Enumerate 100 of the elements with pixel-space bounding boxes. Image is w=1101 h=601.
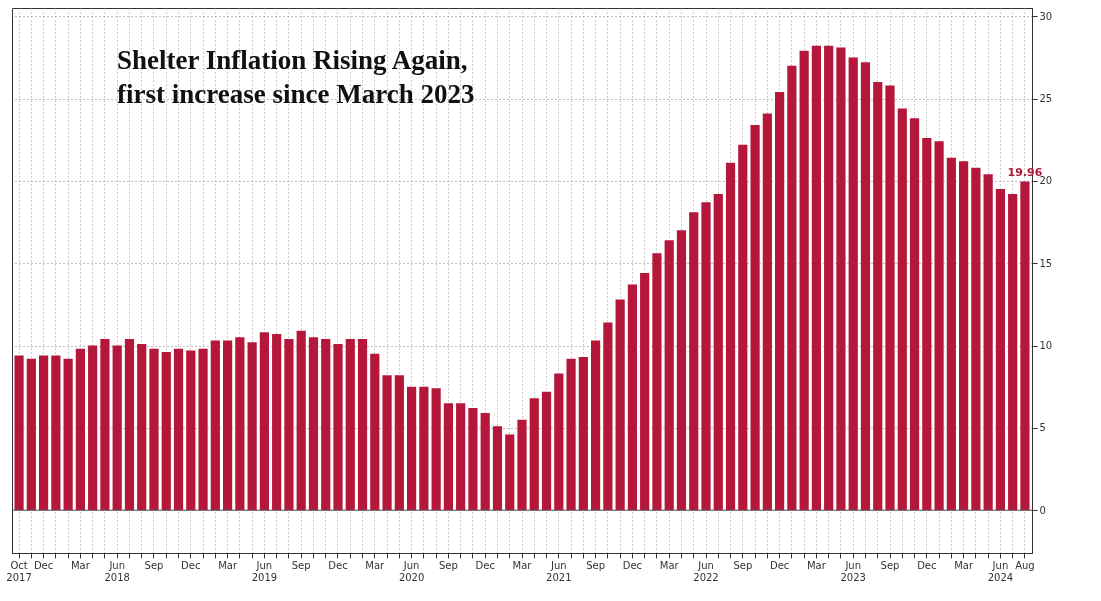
x-tick-label: Sep [586, 559, 606, 571]
x-tick-label: Dec [181, 559, 201, 571]
bar [897, 108, 907, 511]
bar [468, 408, 478, 511]
bar [321, 338, 331, 511]
bar [357, 338, 368, 511]
x-tick-label: Mar [806, 559, 827, 571]
bar [505, 434, 515, 511]
x-tick-label: Jun 2023 [840, 559, 866, 583]
bar [173, 348, 184, 511]
bar [811, 45, 822, 511]
bar [419, 386, 429, 511]
bar [272, 334, 282, 511]
x-tick-label: Dec [328, 559, 348, 571]
x-tick-label: Mar [70, 559, 91, 571]
bar [959, 161, 969, 511]
bar [75, 348, 85, 511]
x-tick-label: Jun 2018 [104, 559, 130, 583]
x-tick-label: Jun 2020 [398, 559, 425, 583]
bar [137, 343, 147, 511]
bar [296, 330, 306, 511]
bar [860, 62, 871, 511]
bar [983, 174, 993, 511]
y-tick-label: 30 [1039, 10, 1053, 22]
x-tick-label: Dec [622, 559, 643, 571]
bar [922, 138, 932, 511]
y-tick-label: 5 [1039, 422, 1046, 434]
bar [112, 345, 122, 511]
bar [909, 118, 920, 511]
x-tick-label: Jun 2021 [546, 559, 572, 583]
bar [762, 113, 772, 511]
bar [885, 85, 895, 511]
x-tick-label: Jun 2019 [251, 559, 278, 583]
bar [738, 144, 748, 511]
bar [333, 343, 343, 511]
bar [161, 352, 171, 511]
bar [775, 91, 785, 511]
x-tick-label: Sep [291, 559, 311, 571]
bar [541, 391, 552, 511]
bar [149, 348, 159, 511]
bar [210, 340, 220, 511]
bar [664, 240, 674, 511]
bar [750, 124, 760, 511]
y-tick-label: 20 [1039, 175, 1053, 187]
bar [824, 45, 834, 511]
x-tick-label: Jun 2022 [693, 559, 719, 583]
bar [259, 332, 269, 511]
x-tick-label: Mar [954, 559, 974, 571]
x-tick-label: Sep [733, 559, 753, 571]
bar [38, 355, 49, 511]
bar [713, 194, 723, 511]
bar [836, 47, 846, 511]
y-tick-label: 0 [1039, 504, 1046, 516]
bar [946, 157, 956, 511]
bar [799, 50, 809, 511]
x-tick-label: Jun 2024 [987, 559, 1014, 583]
bar [63, 358, 73, 511]
bar [995, 189, 1006, 511]
y-tick-label: 15 [1039, 257, 1053, 269]
x-tick-label: Oct 2017 [6, 559, 32, 583]
bar [848, 57, 858, 511]
x-tick-label: Aug [1015, 559, 1035, 571]
bar [725, 162, 736, 511]
bar [394, 375, 404, 511]
bar [382, 375, 392, 511]
bar [529, 398, 539, 511]
bar [640, 273, 650, 511]
bar [480, 413, 490, 511]
x-tick-label: Sep [438, 559, 458, 571]
x-tick-label: Mar [218, 559, 238, 571]
x-tick-label: Dec [917, 559, 937, 571]
bar [345, 338, 355, 511]
bar [934, 141, 944, 511]
bar [517, 419, 527, 511]
y-tick-label: 25 [1039, 93, 1053, 105]
bar [578, 357, 588, 511]
bar [88, 345, 98, 511]
bar [284, 338, 294, 511]
bar [186, 350, 196, 511]
bar [222, 340, 233, 511]
bar [689, 212, 699, 511]
bar [456, 403, 466, 511]
bar [554, 373, 564, 511]
x-tick-label: Sep [144, 559, 164, 571]
bar [492, 426, 503, 511]
bar [1020, 181, 1030, 511]
bar [308, 337, 319, 511]
bar [51, 355, 61, 511]
bar [235, 337, 245, 511]
x-tick-label: Dec [475, 559, 495, 571]
bar [627, 284, 637, 511]
x-tick-label: Mar [365, 559, 386, 571]
bar [14, 355, 24, 511]
bar [873, 82, 883, 511]
bar [247, 342, 257, 511]
bar [701, 202, 711, 511]
bar [603, 322, 613, 511]
bar [26, 358, 36, 511]
bar [100, 338, 110, 511]
bar [431, 388, 441, 511]
